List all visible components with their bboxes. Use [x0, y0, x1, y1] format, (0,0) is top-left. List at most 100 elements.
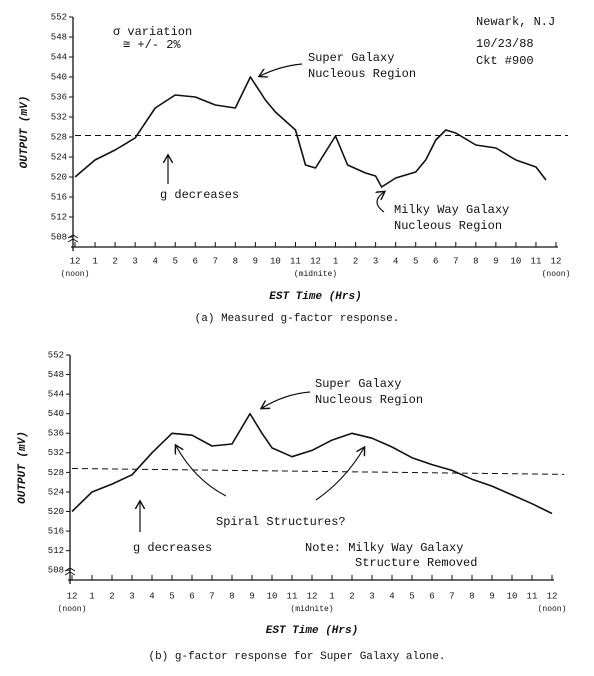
arrow: [262, 391, 311, 408]
x-tick-label: 10: [507, 591, 518, 601]
y-tick-label: 544: [51, 52, 67, 62]
x-tick-label: 12: [70, 256, 81, 266]
x-tick-label: 10: [270, 256, 281, 266]
data-line: [74, 76, 547, 188]
y-tick-label: 552: [48, 350, 64, 360]
x-tick-label: 7: [213, 256, 218, 266]
x-tick-label: 11: [527, 591, 538, 601]
y-tick-label: 540: [51, 72, 67, 82]
annotation: Nucleous Region: [394, 219, 502, 233]
y-tick-label: 540: [48, 409, 64, 419]
x-tick-label: 9: [253, 256, 258, 266]
x-tick-label: 4: [149, 591, 154, 601]
x-tick-label: 9: [249, 591, 254, 601]
annotation: Nucleous Region: [315, 393, 423, 407]
x-tick-label: 10: [267, 591, 278, 601]
x-tick-label: 1: [89, 591, 94, 601]
y-tick-label: 536: [51, 92, 67, 102]
x-tick-label: 11: [287, 591, 298, 601]
annotation: g decreases: [160, 188, 239, 202]
x-tick-label: 3: [369, 591, 374, 601]
x-sublabel: (midnite): [294, 270, 337, 279]
annotation: Super Galaxy: [315, 377, 401, 391]
caption: (b) g-factor response for Super Galaxy a…: [148, 651, 445, 663]
arrow: [176, 446, 227, 497]
x-tick-label: 2: [349, 591, 354, 601]
y-tick-label: 516: [48, 526, 64, 536]
x-tick-label: 8: [469, 591, 474, 601]
annotation: Milky Way Galaxy: [394, 203, 509, 217]
y-tick-label: 548: [51, 32, 67, 42]
y-axis-title: OUTPUT (mV): [17, 431, 29, 504]
y-axis-title: OUTPUT (mV): [19, 96, 31, 169]
x-sublabel: (noon): [538, 605, 567, 614]
x-tick-label: 8: [233, 256, 238, 266]
x-sublabel: (noon): [61, 270, 90, 279]
x-tick-label: 7: [449, 591, 454, 601]
x-tick-label: 1: [333, 256, 338, 266]
x-sublabel: (noon): [58, 605, 87, 614]
x-tick-label: 9: [489, 591, 494, 601]
arrow: [315, 448, 364, 501]
y-tick-label: 524: [48, 487, 64, 497]
y-tick-label: 528: [48, 468, 64, 478]
annotation: 10/23/88: [476, 37, 534, 51]
y-tick-label: 508: [51, 232, 67, 242]
x-tick-label: 4: [393, 256, 398, 266]
y-tick-label: 524: [51, 152, 67, 162]
x-axis-title: EST Time (Hrs): [266, 625, 358, 637]
x-tick-label: 5: [169, 591, 174, 601]
x-tick-label: 7: [209, 591, 214, 601]
caption: (a) Measured g-factor response.: [195, 313, 400, 325]
x-tick-label: 2: [112, 256, 117, 266]
annotation: σ variation: [113, 25, 192, 39]
y-tick-label: 528: [51, 132, 67, 142]
x-sublabel: (midnite): [290, 605, 333, 614]
x-tick-label: 5: [173, 256, 178, 266]
x-tick-label: 3: [373, 256, 378, 266]
y-tick-label: 520: [51, 172, 67, 182]
annotation: Nucleous Region: [308, 67, 416, 81]
arrow: [260, 63, 303, 76]
reference-line: [71, 467, 565, 475]
x-tick-label: 12: [307, 591, 318, 601]
x-tick-label: 3: [132, 256, 137, 266]
y-tick-label: 532: [51, 112, 67, 122]
annotation: ≅ +/- 2%: [123, 38, 181, 52]
x-tick-label: 8: [473, 256, 478, 266]
y-tick-label: 552: [51, 12, 67, 22]
arrow: [377, 192, 384, 213]
x-tick-label: 5: [413, 256, 418, 266]
x-tick-label: 5: [409, 591, 414, 601]
x-tick-label: 6: [433, 256, 438, 266]
x-tick-label: 12: [310, 256, 321, 266]
x-tick-label: 2: [353, 256, 358, 266]
x-tick-label: 2: [109, 591, 114, 601]
x-tick-label: 9: [493, 256, 498, 266]
annotation: Newark, N.J: [476, 15, 555, 29]
x-tick-label: 12: [551, 256, 562, 266]
x-axis-title: EST Time (Hrs): [269, 291, 361, 303]
x-tick-label: 1: [329, 591, 334, 601]
x-tick-label: 11: [290, 256, 301, 266]
y-tick-label: 536: [48, 429, 64, 439]
x-tick-label: 8: [229, 591, 234, 601]
annotation: Ckt #900: [476, 54, 534, 68]
x-tick-label: 10: [511, 256, 522, 266]
data-line: [71, 412, 553, 515]
annotation: Note: Milky Way Galaxy: [305, 541, 463, 555]
x-tick-label: 3: [129, 591, 134, 601]
annotation: Super Galaxy: [308, 51, 394, 65]
x-tick-label: 7: [453, 256, 458, 266]
x-tick-label: 12: [67, 591, 78, 601]
x-tick-label: 6: [189, 591, 194, 601]
x-tick-label: 12: [547, 591, 558, 601]
x-tick-label: 11: [531, 256, 542, 266]
y-tick-label: 548: [48, 370, 64, 380]
x-sublabel: (noon): [542, 270, 571, 279]
y-tick-label: 516: [51, 192, 67, 202]
y-tick-label: 520: [48, 507, 64, 517]
y-tick-label: 544: [48, 390, 64, 400]
y-tick-label: 532: [48, 448, 64, 458]
